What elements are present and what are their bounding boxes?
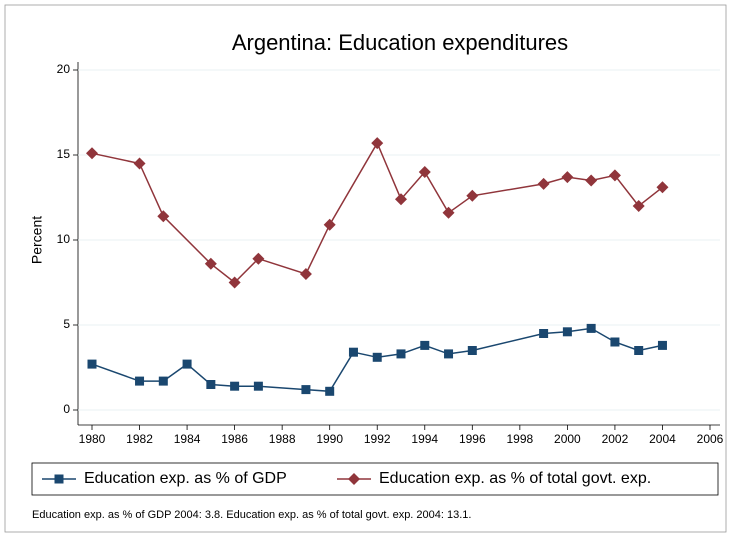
marker xyxy=(252,252,265,265)
legend-box xyxy=(31,462,719,496)
marker xyxy=(157,210,170,223)
marker xyxy=(323,218,336,231)
marker xyxy=(420,340,430,350)
x-tick-label: 1998 xyxy=(506,432,533,446)
marker xyxy=(230,381,240,391)
marker xyxy=(608,169,621,182)
marker xyxy=(396,349,406,359)
marker xyxy=(228,276,241,289)
x-tick-label: 2002 xyxy=(602,432,629,446)
marker xyxy=(348,473,360,485)
chart-title: Argentina: Education expenditures xyxy=(232,30,568,55)
x-tick-label: 2004 xyxy=(649,432,676,446)
x-tick-label: 1986 xyxy=(221,432,248,446)
x-tick-label: 1988 xyxy=(269,432,296,446)
marker xyxy=(182,359,192,369)
frame xyxy=(4,4,727,533)
marker xyxy=(562,327,572,337)
y-axis-label: Percent xyxy=(29,216,45,264)
x-tick-label: 1980 xyxy=(79,432,106,446)
marker xyxy=(87,359,97,369)
marker xyxy=(467,346,477,355)
x-tick-label: 2000 xyxy=(554,432,581,446)
marker xyxy=(301,385,311,395)
legend-label: Education exp. as % of GDP xyxy=(84,470,287,487)
marker xyxy=(657,340,667,350)
marker xyxy=(418,166,431,178)
marker xyxy=(634,346,644,355)
marker xyxy=(158,376,168,386)
x-tick-label: 1984 xyxy=(174,432,201,446)
marker xyxy=(537,177,550,190)
note: Education exp. as % of GDP 2004: 3.8. Ed… xyxy=(32,509,471,521)
marker xyxy=(586,323,596,333)
x-tick-label: 1994 xyxy=(411,432,438,446)
marker xyxy=(299,268,312,280)
marker xyxy=(632,200,645,212)
x-tick-label: 1992 xyxy=(364,432,391,446)
marker xyxy=(539,329,549,338)
marker xyxy=(348,347,358,357)
x-tick-label: 1996 xyxy=(459,432,486,446)
marker xyxy=(656,181,669,194)
marker xyxy=(206,380,216,389)
y-tick-label: 15 xyxy=(57,147,71,161)
marker xyxy=(585,174,598,187)
marker xyxy=(561,171,574,184)
marker xyxy=(86,147,98,160)
marker xyxy=(372,352,382,362)
marker xyxy=(395,193,407,206)
marker xyxy=(133,157,146,170)
marker xyxy=(444,349,454,359)
marker xyxy=(54,474,64,484)
x-tick-label: 2006 xyxy=(697,432,724,446)
x-tick-label: 1990 xyxy=(316,432,343,446)
y-tick-label: 20 xyxy=(57,62,71,76)
x-tick-label: 1982 xyxy=(126,432,153,446)
marker xyxy=(371,137,384,150)
y-tick-label: 0 xyxy=(63,402,70,416)
marker xyxy=(466,189,479,202)
marker xyxy=(442,206,455,219)
marker xyxy=(135,376,145,386)
marker xyxy=(610,337,620,347)
legend-label: Education exp. as % of total govt. exp. xyxy=(379,470,651,487)
y-tick-label: 10 xyxy=(57,232,71,246)
y-tick-label: 5 xyxy=(63,317,70,331)
marker xyxy=(204,257,217,270)
marker xyxy=(325,386,335,396)
marker xyxy=(253,381,263,391)
